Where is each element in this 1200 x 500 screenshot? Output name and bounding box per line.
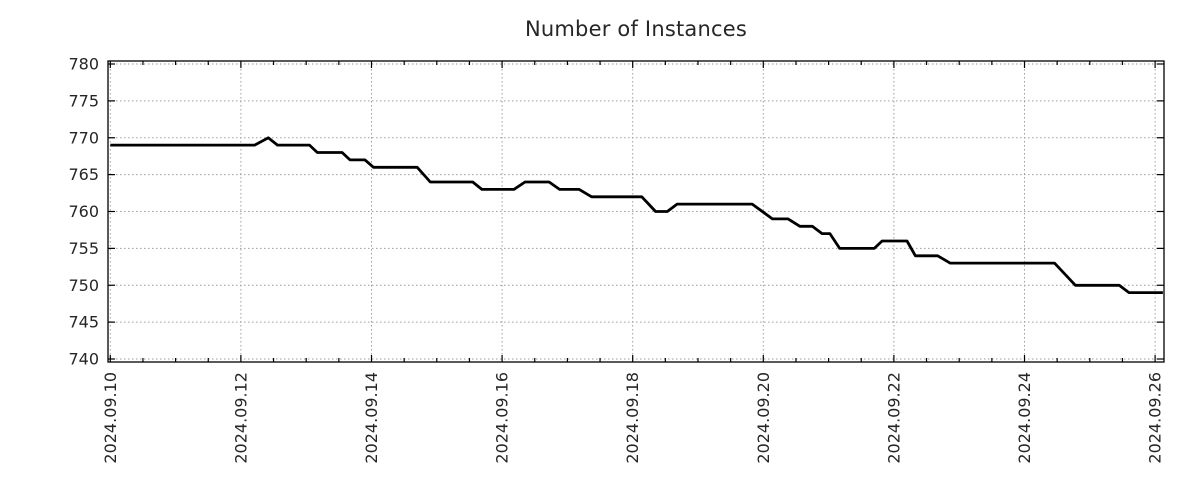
y-axis-tick-label: 760 — [68, 202, 99, 221]
x-axis-tick-label: 2024.09.20 — [754, 372, 773, 464]
y-axis-tick-label: 765 — [68, 165, 99, 184]
chart-title: Number of Instances — [524, 17, 747, 41]
grid-lines — [108, 61, 1164, 362]
y-axis-tick-label: 770 — [68, 128, 99, 147]
y-axis-tick-label: 750 — [68, 276, 99, 295]
x-axis-tick-label: 2024.09.10 — [101, 372, 120, 464]
x-axis-tick-label: 2024.09.26 — [1146, 372, 1165, 464]
x-axis-tick-label: 2024.09.22 — [884, 372, 903, 464]
x-axis-tick-label: 2024.09.14 — [362, 372, 381, 464]
y-axis-tick-label: 780 — [68, 55, 99, 74]
x-axis-tick-label: 2024.09.12 — [231, 372, 250, 464]
y-axis-tick-label: 745 — [68, 313, 99, 332]
x-axis-tick-label: 2024.09.16 — [493, 372, 512, 464]
axis-ticks — [108, 61, 1164, 362]
y-tick-labels: 740 745 750 755 760 765 770 775 780 — [68, 55, 99, 369]
plot-border — [107, 60, 1165, 363]
x-axis-tick-label: 2024.09.18 — [623, 372, 642, 464]
y-axis-tick-label: 775 — [68, 91, 99, 110]
series-line-instances — [110, 136, 1163, 294]
y-axis-tick-label: 755 — [68, 239, 99, 258]
y-axis-tick-label: 740 — [68, 350, 99, 369]
x-axis-tick-label: 2024.09.24 — [1015, 372, 1034, 464]
x-tick-labels: 2024.09.10 2024.09.12 2024.09.14 2024.09.16… — [101, 372, 1165, 464]
